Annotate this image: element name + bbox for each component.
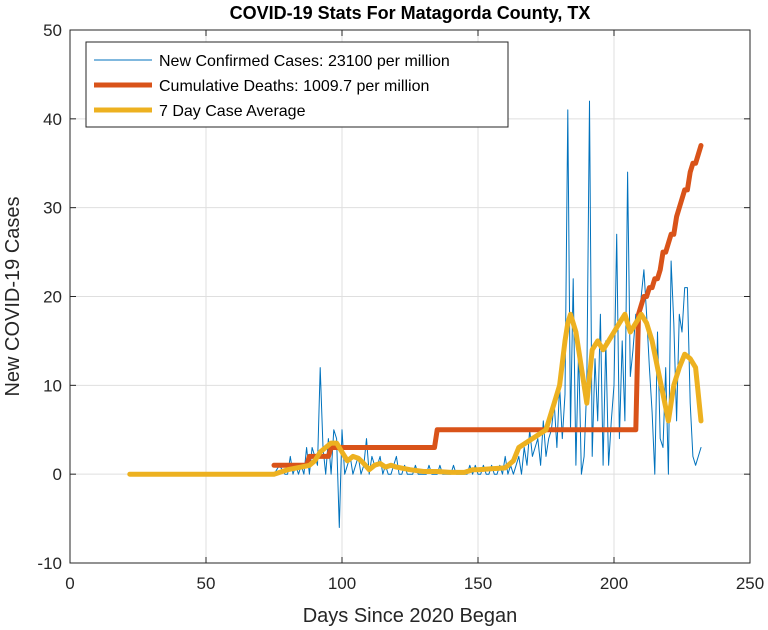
x-tick-label: 50 — [197, 574, 216, 593]
x-axis-label: Days Since 2020 Began — [303, 605, 518, 627]
y-tick-label: -10 — [37, 554, 62, 573]
x-tick-label: 100 — [328, 574, 356, 593]
x-tick-label: 200 — [600, 574, 628, 593]
series-layer — [127, 100, 704, 528]
legend-entry-2: Cumulative Deaths: 1009.7 per million — [159, 78, 429, 95]
y-tick-label: 50 — [43, 21, 62, 40]
series-line-1 — [129, 100, 702, 528]
legend-entry-1: New Confirmed Cases: 23100 per million — [159, 53, 450, 70]
chart-title: COVID-19 Stats For Matagorda County, TX — [230, 3, 591, 23]
y-tick-label: 20 — [43, 288, 62, 307]
y-axis-label: New COVID-19 Cases — [2, 196, 24, 396]
x-tick-label: 150 — [464, 574, 492, 593]
series-line-2 — [271, 143, 704, 468]
y-tick-label: 40 — [43, 110, 62, 129]
legend-entry-3: 7 Day Case Average — [159, 103, 306, 120]
y-tick-label: 10 — [43, 376, 62, 395]
series-line-3 — [127, 311, 704, 477]
y-tick-label: 0 — [53, 465, 62, 484]
legend-box — [85, 41, 509, 128]
legend: New Confirmed Cases: 23100 per million Cu… — [85, 41, 509, 128]
y-tick-label: 30 — [43, 199, 62, 218]
x-tick-label: 250 — [736, 574, 764, 593]
x-tick-label: 0 — [65, 574, 74, 593]
